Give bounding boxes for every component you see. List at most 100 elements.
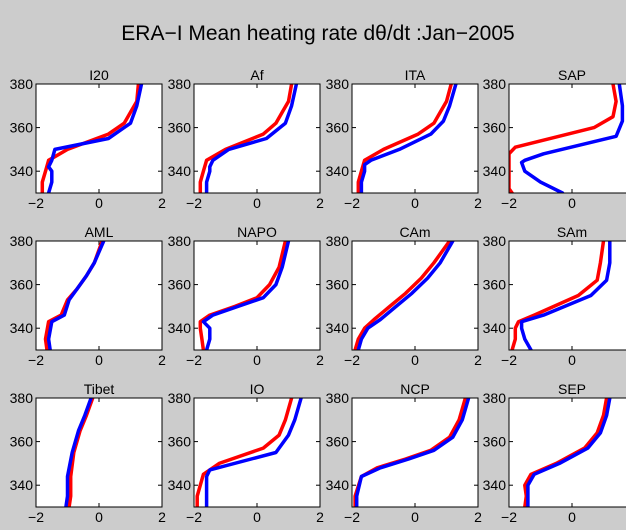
x-tick-label: 0	[253, 352, 261, 368]
y-tick-label: 340	[168, 320, 192, 336]
subplot-grid: 340 360 380 −2 0 2 I20 340 360 380 −2 0 2 Af 340 360 380…	[10, 67, 626, 525]
y-tick-label: 360	[483, 434, 507, 450]
y-tick-label: 360	[483, 277, 507, 293]
y-tick-label: 340	[168, 477, 192, 493]
y-tick-label: 360	[326, 277, 350, 293]
x-tick-label: 2	[474, 352, 482, 368]
blue-profile-line	[46, 241, 106, 350]
axes-frame	[35, 83, 163, 194]
y-tick-label: 380	[326, 390, 350, 406]
y-tick-label: 360	[326, 434, 350, 450]
y-tick-label: 380	[483, 233, 507, 249]
subplot-title: SAP	[558, 67, 586, 83]
y-tick-label: 360	[10, 277, 34, 293]
plot-area	[352, 398, 478, 507]
subplot: 340 360 380 −2 0 2 IO	[168, 381, 324, 525]
subplot: 340 360 380 −2 0 2 Af	[168, 67, 324, 211]
figure-title: ERA−I Mean heating rate dθ/dt :Jan−2005	[121, 22, 514, 45]
x-tick-label: 2	[474, 509, 482, 525]
blue-profile-line	[46, 84, 144, 193]
x-tick-label: 2	[158, 195, 166, 211]
axes-frame	[351, 83, 479, 194]
plot-area	[194, 398, 320, 507]
x-tick-label: 0	[95, 509, 103, 525]
subplot-title: CAm	[399, 224, 430, 240]
x-tick-label: 0	[411, 195, 419, 211]
axes-frame	[193, 83, 321, 194]
y-tick-label: 340	[168, 163, 192, 179]
x-tick-label: −2	[501, 195, 517, 211]
x-tick-label: −2	[186, 352, 202, 368]
y-tick-label: 380	[326, 233, 350, 249]
blue-profile-line	[354, 398, 471, 507]
y-tick-label: 360	[10, 434, 34, 450]
y-tick-label: 340	[483, 477, 507, 493]
blue-profile-line	[204, 84, 299, 193]
x-tick-label: −2	[28, 352, 44, 368]
axes-frame	[508, 397, 626, 508]
y-tick-label: 360	[10, 120, 34, 136]
x-tick-label: 0	[568, 195, 576, 211]
blue-profile-line	[204, 398, 303, 507]
y-tick-label: 360	[168, 277, 192, 293]
y-tick-label: 380	[10, 76, 34, 92]
subplot-title: Tibet	[84, 381, 115, 397]
y-tick-label: 340	[326, 320, 350, 336]
y-tick-label: 340	[10, 477, 34, 493]
y-tick-label: 380	[326, 76, 350, 92]
blue-profile-line	[359, 84, 458, 193]
y-tick-label: 360	[483, 120, 507, 136]
subplot-title: SAm	[557, 224, 587, 240]
x-tick-label: 2	[474, 195, 482, 211]
axes-frame	[351, 240, 479, 351]
x-tick-label: 2	[316, 509, 324, 525]
y-tick-label: 380	[483, 390, 507, 406]
y-tick-label: 380	[168, 76, 192, 92]
subplot-title: SEP	[558, 381, 586, 397]
subplot-title: NAPO	[237, 224, 277, 240]
x-tick-label: −2	[344, 195, 360, 211]
axes-frame	[508, 83, 626, 194]
x-tick-label: 2	[158, 509, 166, 525]
axes-frame	[193, 240, 321, 351]
plot-area	[36, 398, 162, 507]
subplot: 340 360 380 −2 0 2 I20	[10, 67, 166, 211]
x-tick-label: 2	[316, 352, 324, 368]
subplot: 340 360 380 −2 0 2 CAm	[326, 224, 482, 368]
subplot-title: AML	[85, 224, 114, 240]
blue-profile-line	[526, 398, 612, 507]
red-profile-line	[356, 84, 453, 193]
plot-area	[352, 84, 478, 193]
blue-profile-line	[201, 241, 291, 350]
x-tick-label: −2	[186, 509, 202, 525]
subplot-title: IO	[250, 381, 265, 397]
plot-area	[509, 241, 626, 350]
y-tick-label: 340	[10, 163, 34, 179]
blue-profile-line	[356, 241, 455, 350]
y-tick-label: 380	[168, 233, 192, 249]
subplot-title: ITA	[405, 67, 426, 83]
x-tick-label: 0	[95, 352, 103, 368]
y-tick-label: 340	[483, 320, 507, 336]
red-profile-line	[198, 84, 294, 193]
x-tick-label: 0	[568, 509, 576, 525]
y-tick-label: 360	[168, 120, 192, 136]
x-tick-label: −2	[501, 509, 517, 525]
y-tick-label: 340	[483, 163, 507, 179]
subplot-title: NCP	[400, 381, 430, 397]
subplot: 340 360 380 −2 0 2 NAPO	[168, 224, 324, 368]
axes-frame	[508, 240, 626, 351]
x-tick-label: 2	[158, 352, 166, 368]
x-tick-label: −2	[344, 509, 360, 525]
y-tick-label: 340	[326, 163, 350, 179]
subplot: 340 360 380 −2 0 2 ITA	[326, 67, 482, 211]
y-tick-label: 360	[326, 120, 350, 136]
x-tick-label: −2	[186, 195, 202, 211]
x-tick-label: 0	[411, 352, 419, 368]
y-tick-label: 340	[10, 320, 34, 336]
x-tick-label: 0	[253, 509, 261, 525]
